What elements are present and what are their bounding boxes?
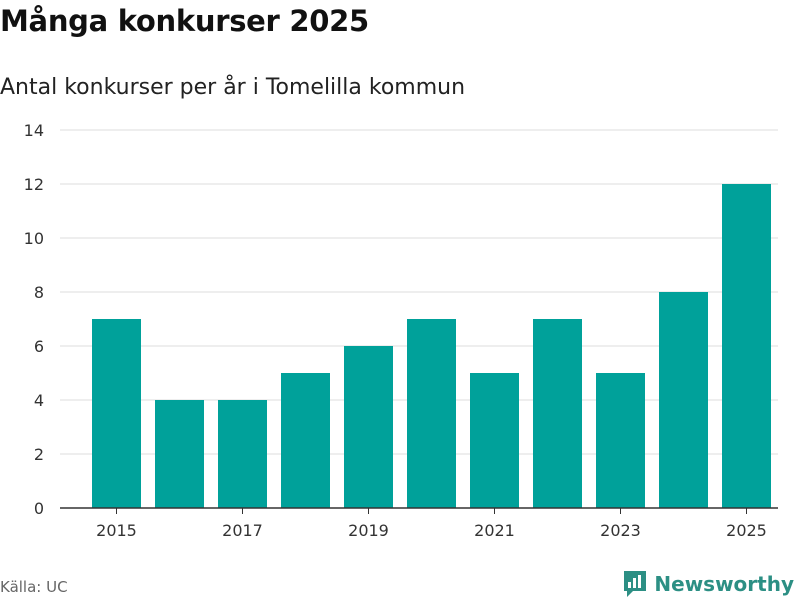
bar-2021 bbox=[470, 373, 519, 508]
bars bbox=[92, 184, 771, 508]
newsworthy-logo-icon bbox=[624, 571, 647, 597]
y-axis-ticks: 0 2 4 6 8 10 12 14 bbox=[24, 121, 44, 518]
chart-title: Många konkurser 2025 bbox=[0, 4, 369, 38]
chart-subtitle: Antal konkurser per år i Tomelilla kommu… bbox=[0, 75, 466, 100]
x-tick-label: 2025 bbox=[726, 521, 767, 540]
bar-2016 bbox=[155, 400, 204, 508]
brand-name: Newsworthy bbox=[654, 572, 794, 596]
bar-2020 bbox=[407, 319, 456, 508]
bar-chart: 0 2 4 6 8 10 12 14 2015 2017 2019 2021 2023 2025 bbox=[24, 121, 778, 540]
y-tick-label: 8 bbox=[34, 283, 44, 302]
bar-2018 bbox=[281, 373, 330, 508]
y-tick-label: 12 bbox=[24, 175, 44, 194]
y-tick-label: 4 bbox=[34, 391, 44, 410]
bar-2015 bbox=[92, 319, 141, 508]
y-tick-label: 10 bbox=[24, 229, 44, 248]
x-tick-label: 2023 bbox=[600, 521, 641, 540]
y-tick-label: 14 bbox=[24, 121, 44, 140]
bar-2025 bbox=[722, 184, 771, 508]
y-tick-label: 2 bbox=[34, 445, 44, 464]
bar-2017 bbox=[218, 400, 267, 508]
x-tick-label: 2021 bbox=[474, 521, 515, 540]
x-axis-ticks: 2015 2017 2019 2021 2023 2025 bbox=[96, 508, 767, 540]
x-tick-label: 2015 bbox=[96, 521, 137, 540]
y-tick-label: 0 bbox=[34, 499, 44, 518]
brand-logo: Newsworthy bbox=[622, 569, 794, 599]
source-note: Källa: UC bbox=[0, 578, 68, 596]
y-tick-label: 6 bbox=[34, 337, 44, 356]
bar-2019 bbox=[344, 346, 393, 508]
x-tick-label: 2017 bbox=[222, 521, 263, 540]
bar-2023 bbox=[596, 373, 645, 508]
bar-2022 bbox=[533, 319, 582, 508]
x-tick-label: 2019 bbox=[348, 521, 389, 540]
bar-2024 bbox=[659, 292, 708, 508]
